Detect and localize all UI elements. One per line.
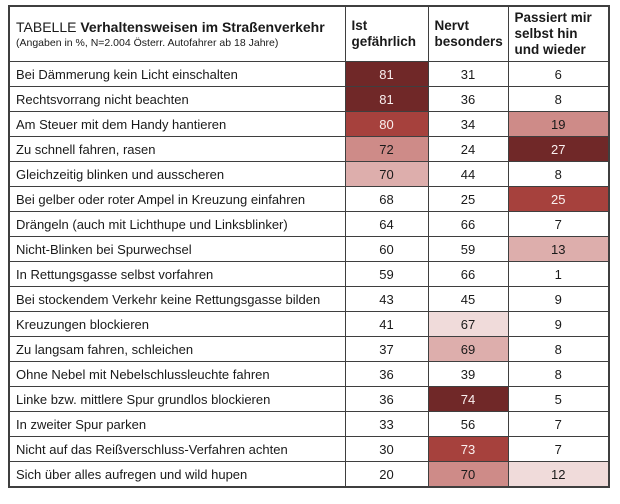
row-label: In Rettungsgasse selbst vorfahren	[8, 261, 346, 287]
row-label: Gleichzeitig blinken und ausscheren	[8, 161, 346, 187]
row-label: Nicht-Blinken bei Spurwechsel	[8, 236, 346, 262]
row-label: Bei gelber oder roter Ampel in Kreuzung …	[8, 186, 346, 212]
value-cell: 60	[344, 236, 429, 262]
value-cell: 45	[427, 286, 509, 312]
value-cell: 7	[507, 211, 610, 237]
table-row: Linke bzw. mittlere Spur grundlos blocki…	[8, 386, 610, 412]
row-label: Ohne Nebel mit Nebelschlussleuchte fahre…	[8, 361, 346, 387]
row-label: Sich über alles aufregen und wild hupen	[8, 461, 346, 488]
value-cell: 59	[427, 236, 509, 262]
title-main: Verhaltensweisen im Straßenverkehr	[80, 18, 325, 35]
value-cell: 13	[507, 236, 610, 262]
table-row: Bei Dämmerung kein Licht einschalten 81 31…	[8, 61, 610, 87]
page-title: TABELLE Verhaltensweisen im Straßenverke…	[16, 19, 339, 35]
value-cell: 34	[427, 111, 509, 137]
row-label: Kreuzungen blockieren	[8, 311, 346, 337]
table-subtitle: (Angaben in %, N=2.004 Österr. Autofahre…	[16, 36, 279, 49]
row-label: Am Steuer mit dem Handy hantieren	[8, 111, 346, 137]
value-cell: 30	[344, 436, 429, 462]
value-cell: 24	[427, 136, 509, 162]
value-cell: 9	[507, 286, 610, 312]
value-cell: 66	[427, 211, 509, 237]
value-cell: 74	[427, 386, 509, 412]
value-cell: 7	[507, 436, 610, 462]
table-row: In Rettungsgasse selbst vorfahren 59 66 1	[8, 261, 610, 287]
value-cell: 59	[344, 261, 429, 287]
value-cell: 31	[427, 61, 509, 87]
table-row: Nicht-Blinken bei Spurwechsel 60 59 13	[8, 236, 610, 262]
value-cell: 36	[344, 361, 429, 387]
value-cell: 27	[507, 136, 610, 162]
table-row: Drängeln (auch mit Lichthupe und Linksbl…	[8, 211, 610, 237]
value-cell: 37	[344, 336, 429, 362]
table-row: Bei gelber oder roter Ampel in Kreuzung …	[8, 186, 610, 212]
value-cell: 81	[344, 61, 429, 87]
row-label: Zu langsam fahren, schleichen	[8, 336, 346, 362]
value-cell: 20	[344, 461, 429, 488]
value-cell: 36	[427, 86, 509, 112]
value-cell: 73	[427, 436, 509, 462]
column-header-passiert-mir-selbst: Passiert mir selbst hin und wieder	[507, 5, 610, 62]
table-row: Am Steuer mit dem Handy hantieren 80 34 19	[8, 111, 610, 137]
table-row: Zu langsam fahren, schleichen 37 69 8	[8, 336, 610, 362]
table-row: In zweiter Spur parken 33 56 7	[8, 411, 610, 437]
table-row: Nicht auf das Reißverschluss-Verfahren a…	[8, 436, 610, 462]
value-cell: 8	[507, 86, 610, 112]
value-cell: 12	[507, 461, 610, 488]
value-cell: 25	[427, 186, 509, 212]
row-label: Zu schnell fahren, rasen	[8, 136, 346, 162]
value-cell: 56	[427, 411, 509, 437]
table-title-cell: TABELLE Verhaltensweisen im Straßenverke…	[8, 5, 346, 62]
value-cell: 70	[427, 461, 509, 488]
value-cell: 1	[507, 261, 610, 287]
table-row: Sich über alles aufregen und wild hupen 2…	[8, 461, 610, 488]
value-cell: 36	[344, 386, 429, 412]
row-label: Rechtsvorrang nicht beachten	[8, 86, 346, 112]
value-cell: 19	[507, 111, 610, 137]
value-cell: 80	[344, 111, 429, 137]
value-cell: 41	[344, 311, 429, 337]
value-cell: 81	[344, 86, 429, 112]
value-cell: 72	[344, 136, 429, 162]
table-row: Gleichzeitig blinken und ausscheren 70 44 8	[8, 161, 610, 187]
row-label: In zweiter Spur parken	[8, 411, 346, 437]
behavior-table: TABELLE Verhaltensweisen im Straßenverke…	[8, 5, 610, 488]
value-cell: 25	[507, 186, 610, 212]
value-cell: 70	[344, 161, 429, 187]
value-cell: 7	[507, 411, 610, 437]
value-cell: 67	[427, 311, 509, 337]
value-cell: 5	[507, 386, 610, 412]
row-label: Bei Dämmerung kein Licht einschalten	[8, 61, 346, 87]
table-row: Bei stockendem Verkehr keine Rettungsgas…	[8, 286, 610, 312]
table-row: Kreuzungen blockieren 41 67 9	[8, 311, 610, 337]
value-cell: 44	[427, 161, 509, 187]
title-prefix: TABELLE	[16, 18, 77, 35]
value-cell: 8	[507, 161, 610, 187]
value-cell: 6	[507, 61, 610, 87]
value-cell: 69	[427, 336, 509, 362]
column-header-nervt-besonders: Nervt besonders	[427, 5, 509, 62]
value-cell: 64	[344, 211, 429, 237]
row-label: Nicht auf das Reißverschluss-Verfahren a…	[8, 436, 346, 462]
value-cell: 68	[344, 186, 429, 212]
header-row: TABELLE Verhaltensweisen im Straßenverke…	[8, 5, 610, 62]
table-row: Rechtsvorrang nicht beachten 81 36 8	[8, 86, 610, 112]
value-cell: 9	[507, 311, 610, 337]
value-cell: 8	[507, 361, 610, 387]
row-label: Bei stockendem Verkehr keine Rettungsgas…	[8, 286, 346, 312]
table-row: Ohne Nebel mit Nebelschlussleuchte fahre…	[8, 361, 610, 387]
value-cell: 8	[507, 336, 610, 362]
table-body: Bei Dämmerung kein Licht einschalten 81 31…	[8, 61, 610, 488]
row-label: Linke bzw. mittlere Spur grundlos blocki…	[8, 386, 346, 412]
value-cell: 66	[427, 261, 509, 287]
value-cell: 33	[344, 411, 429, 437]
table-row: Zu schnell fahren, rasen 72 24 27	[8, 136, 610, 162]
value-cell: 43	[344, 286, 429, 312]
column-header-ist-gefaehrlich: Ist gefährlich	[344, 5, 429, 62]
table-header: TABELLE Verhaltensweisen im Straßenverke…	[8, 5, 610, 62]
row-label: Drängeln (auch mit Lichthupe und Linksbl…	[8, 211, 346, 237]
value-cell: 39	[427, 361, 509, 387]
